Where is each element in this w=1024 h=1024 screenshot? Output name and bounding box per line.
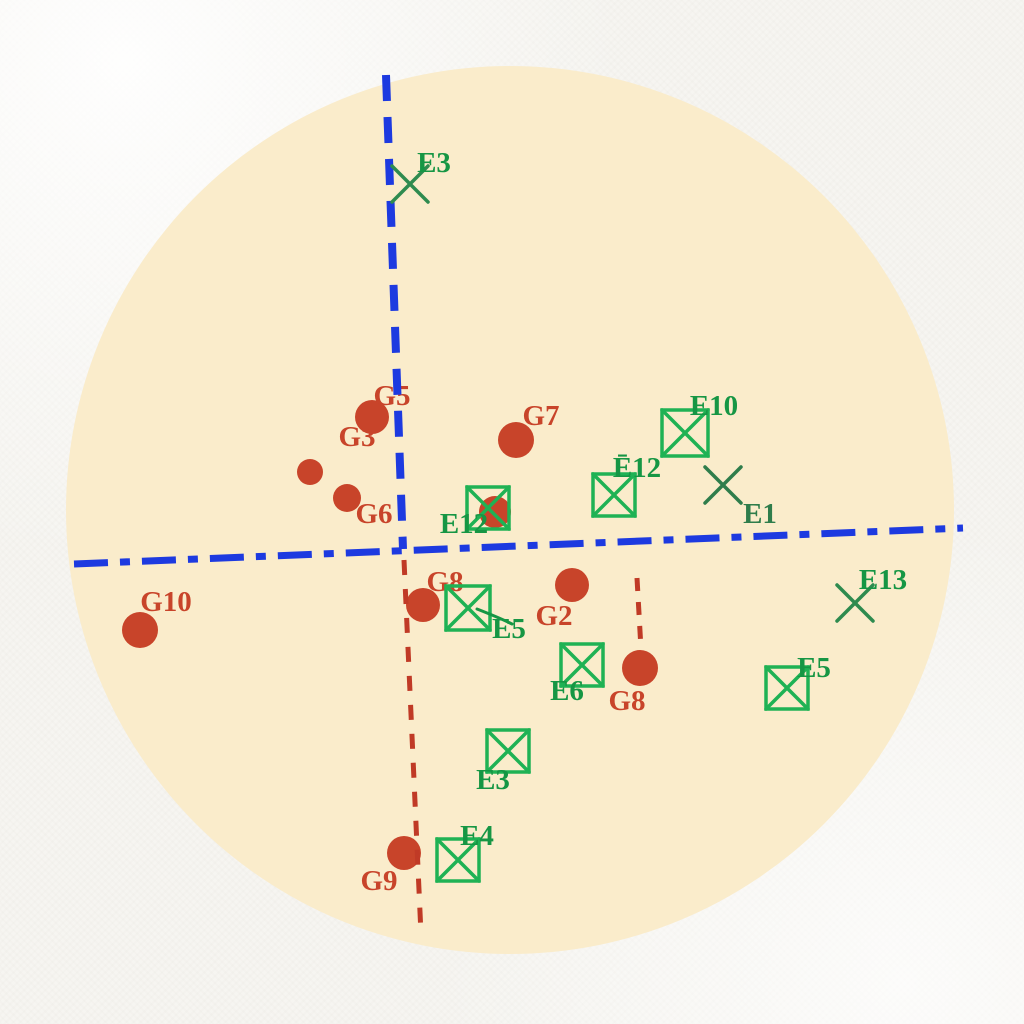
e-marker-x-e10	[660, 408, 710, 458]
g-point-g5	[355, 400, 389, 434]
e-label-e3: E3	[476, 764, 510, 796]
g-label-g3: G3	[338, 421, 375, 453]
e-marker-box-e5	[764, 665, 810, 711]
e-marker-box-e4	[435, 837, 481, 883]
g-point-g9	[387, 836, 421, 870]
e-marker-x-e3	[390, 164, 430, 204]
e-label-e12: E12	[440, 508, 488, 540]
e-marker-x-e5	[444, 584, 492, 632]
e-marker-x-e12	[465, 485, 511, 531]
g-point-g10	[122, 612, 158, 648]
g-point-g8	[406, 588, 440, 622]
e-marker-box-e3	[485, 728, 531, 774]
g-label-g6: G6	[355, 498, 392, 530]
e-marker-x-e1	[703, 465, 743, 505]
e-label-e10: E10	[690, 390, 738, 422]
g-label-g9: G9	[360, 865, 397, 897]
horizontal-blue-dashed-axis	[73, 524, 964, 568]
e-label-12: Ē12	[613, 452, 661, 484]
g-label-g2: G2	[535, 600, 572, 632]
e-label-e6: E6	[550, 675, 584, 707]
e-marker-x-e4	[435, 837, 481, 883]
e-marker-x-e6	[559, 642, 605, 688]
g-label-g8: G8	[608, 685, 645, 717]
vertical-blue-dashed-axis	[382, 74, 407, 550]
g-point-g2	[555, 568, 589, 602]
g-point-g6	[333, 484, 361, 512]
e5-leader-line	[475, 607, 514, 626]
e-label-e5: E5	[797, 652, 831, 684]
e-marker-x-e5	[764, 665, 810, 711]
g-point-g8	[622, 650, 658, 686]
g-label-g5: G5	[373, 380, 410, 412]
e-label-e13: E13	[859, 564, 907, 596]
e-label-e1: E1	[743, 498, 777, 530]
vertical-red-dashed-line	[401, 559, 424, 935]
g-label-g7: G7	[522, 400, 559, 432]
e-marker-box-e10	[660, 408, 710, 458]
e-marker-x-12	[591, 472, 637, 518]
e-marker-x-e3	[485, 728, 531, 774]
g-label-g10: G10	[140, 586, 192, 618]
g-point-unlabeled	[479, 496, 511, 528]
g-point-g3	[297, 459, 323, 485]
e-marker-box-e12	[465, 485, 511, 531]
e-marker-x-e13	[835, 583, 875, 623]
e-marker-box-e5	[444, 584, 492, 632]
short-red-dashed-segment	[634, 577, 644, 650]
e-marker-box-12	[591, 472, 637, 518]
g-point-g7	[498, 422, 534, 458]
e-label-e4: E4	[460, 820, 494, 852]
e-marker-box-e6	[559, 642, 605, 688]
e-label-e3: E3	[417, 147, 451, 179]
